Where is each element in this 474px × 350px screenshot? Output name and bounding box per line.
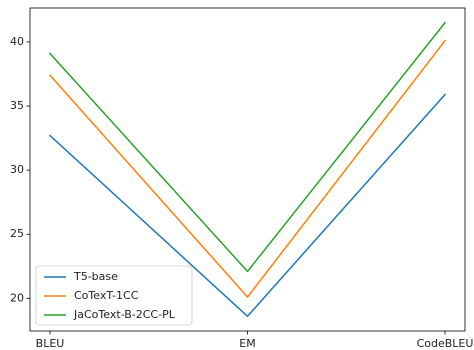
x-tick-label: CodeBLEU: [417, 337, 474, 350]
y-tick-label: 40: [10, 35, 24, 48]
legend-box: [35, 265, 193, 326]
y-tick-label: 25: [10, 227, 24, 240]
y-tick-label: 35: [10, 99, 24, 112]
y-axis: 20 25 30 35 40: [10, 35, 30, 304]
y-tick-label: 30: [10, 163, 24, 176]
series-lines: [48, 21, 447, 318]
legend: T5-base CoTexT-1CC JaCoText-B-2CC-PL: [35, 265, 193, 326]
y-tick-label: 20: [10, 291, 24, 304]
series-line-1: [48, 39, 447, 298]
x-tick-label: BLEU: [36, 337, 65, 350]
series-line-2: [48, 21, 447, 273]
legend-label-0: T5-base: [73, 270, 118, 283]
series-line-0: [48, 93, 447, 318]
x-axis: BLEU EM CodeBLEU: [36, 331, 474, 350]
legend-label-2: JaCoText-B-2CC-PL: [73, 308, 176, 321]
x-tick-label: EM: [239, 337, 255, 350]
legend-label-1: CoTexT-1CC: [74, 289, 139, 302]
